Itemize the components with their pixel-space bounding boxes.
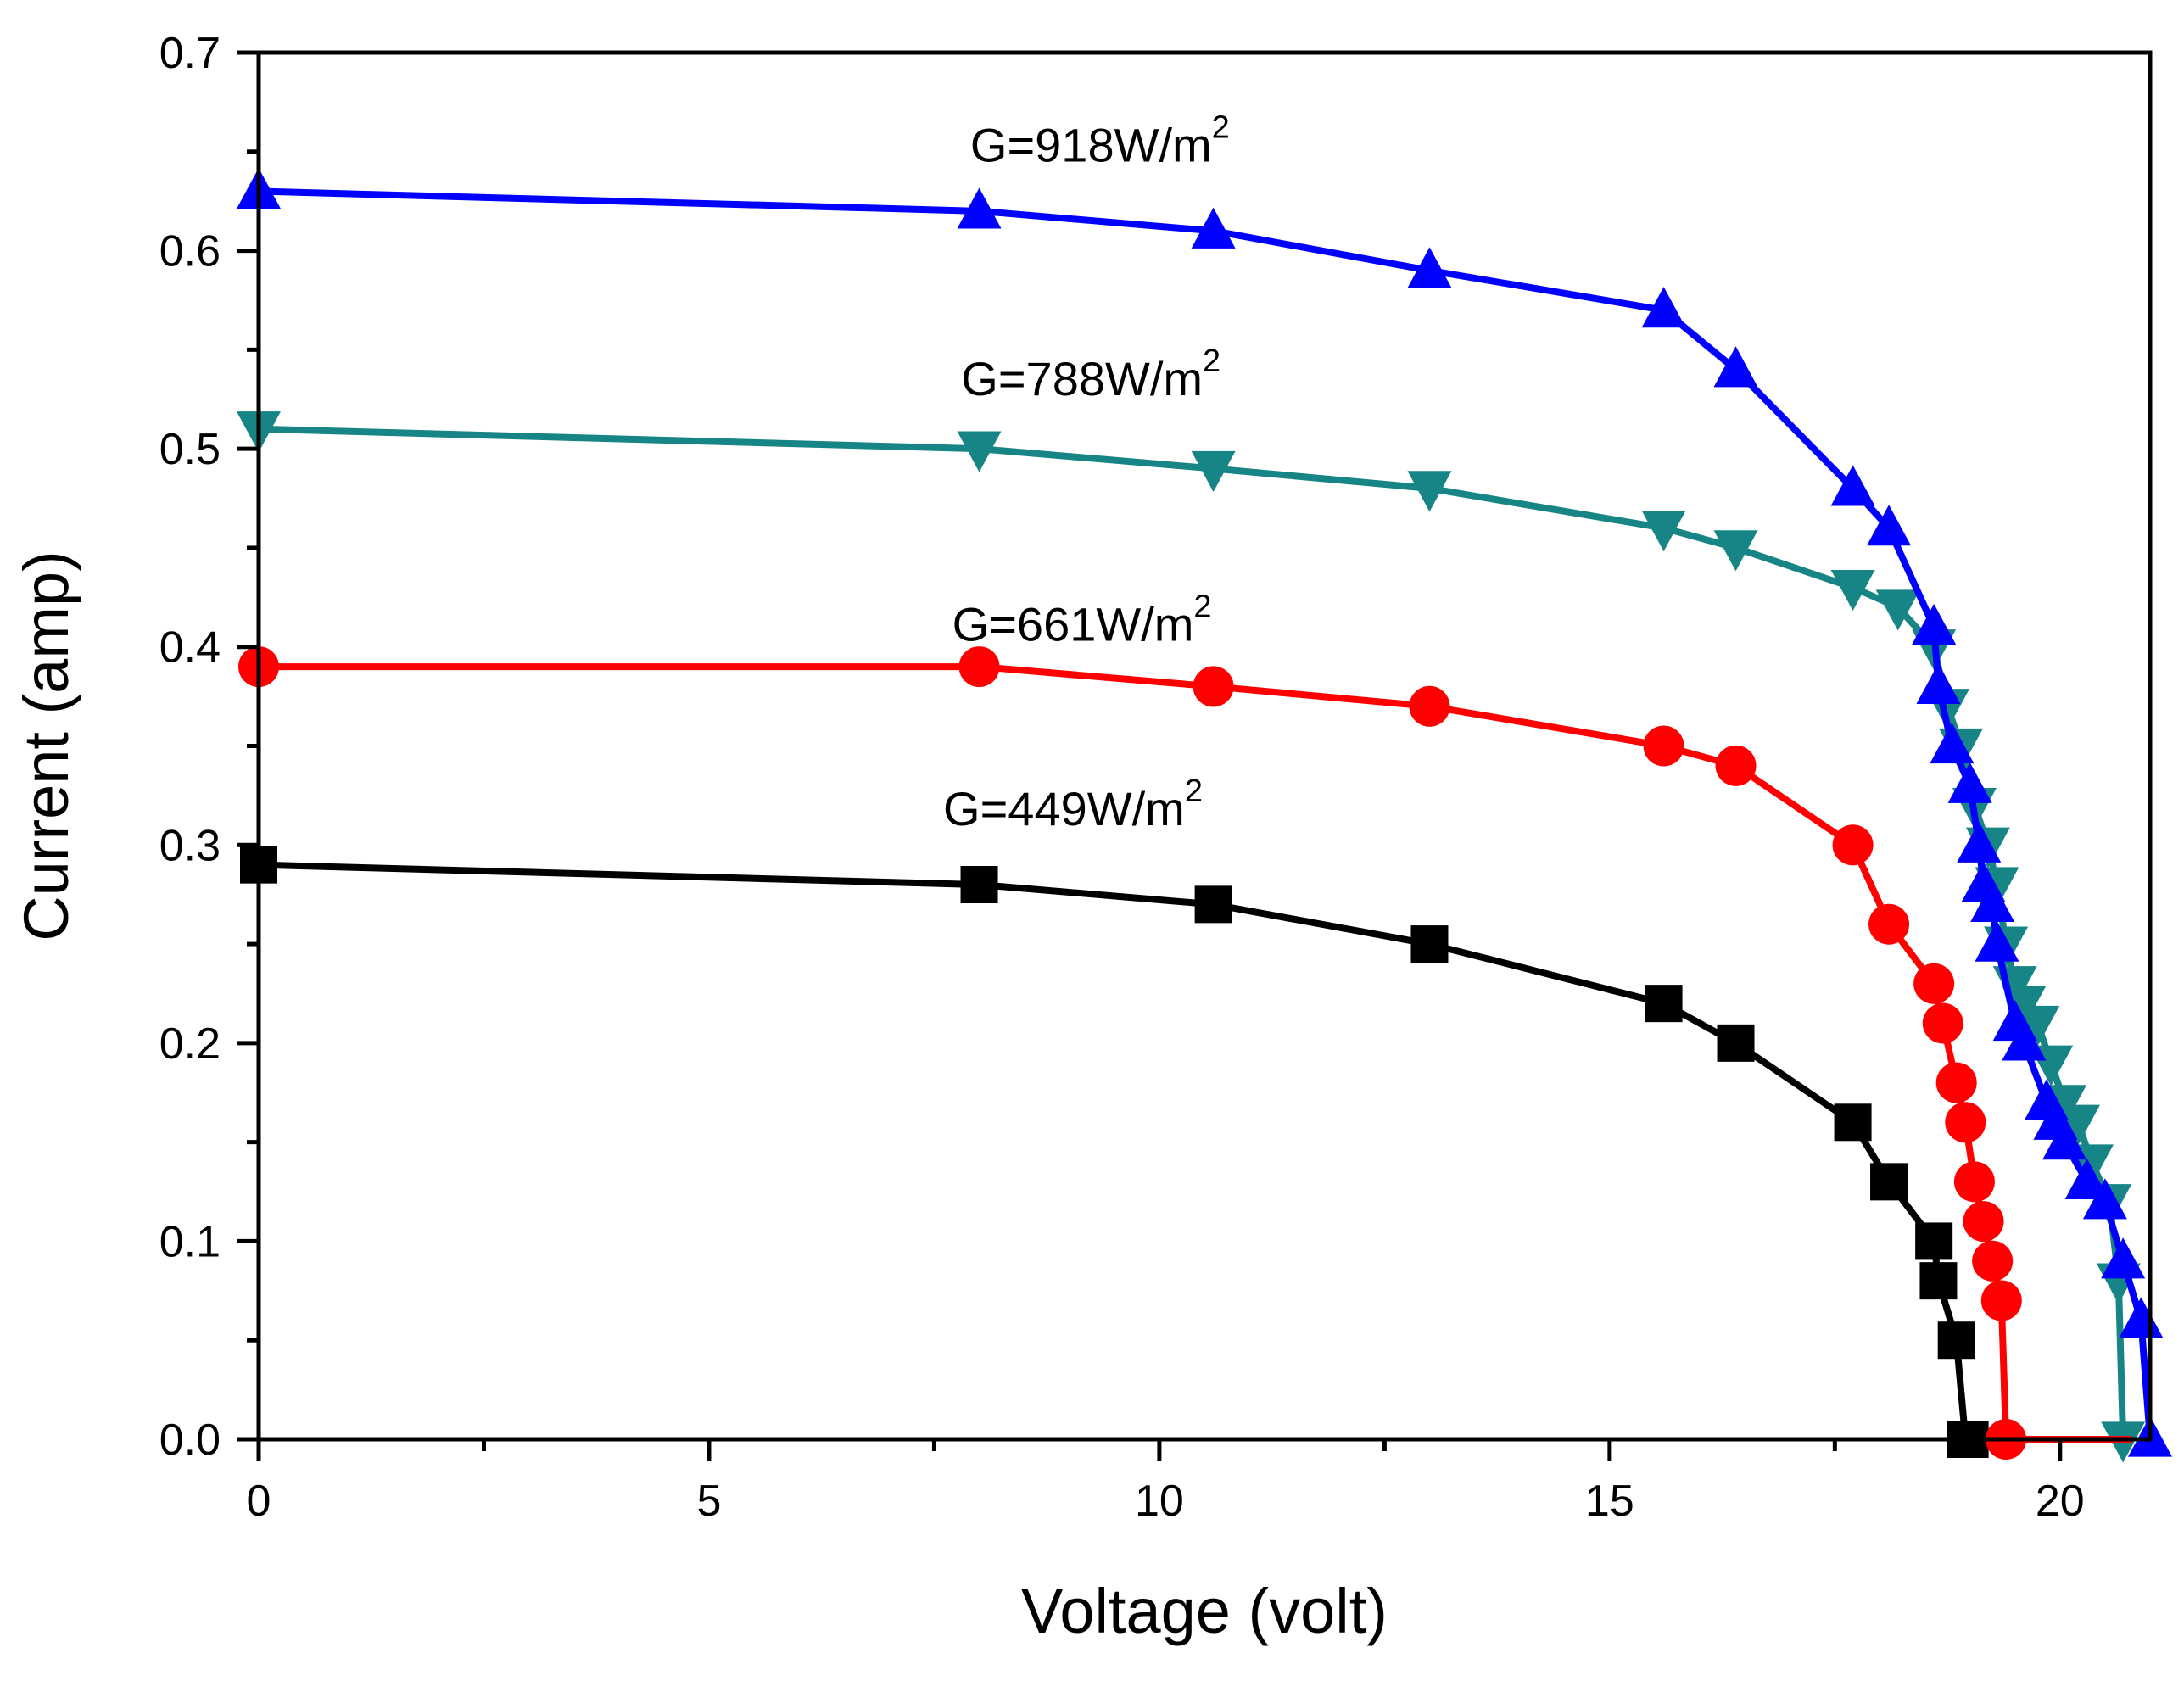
data-point-triangle-up [2042,1119,2087,1160]
data-point-triangle-up [1830,465,1875,506]
data-point-triangle-down [1875,589,1920,631]
x-tick-label: 15 [1585,1477,1634,1526]
y-tick-label: 0.2 [159,1019,221,1069]
data-point-triangle-down [1641,510,1686,552]
data-point-square [1645,985,1683,1023]
data-point-square [1834,1103,1872,1142]
series-label: G=788W/m2 [961,343,1220,405]
data-point-circle [958,646,1000,688]
data-point-circle [1963,1201,2004,1243]
series-label-superscript: 2 [1203,343,1220,379]
series-label-superscript: 2 [1193,589,1211,625]
x-axis-title: Voltage (volt) [1021,1576,1388,1646]
series-label-text: G=788W/m [961,352,1203,405]
y-tick-label: 0.5 [159,425,221,474]
data-point-circle [1980,1280,2022,1321]
series-label-text: G=918W/m [970,118,1212,171]
data-point-triangle-up [1912,603,1957,645]
x-tick-label: 10 [1135,1477,1184,1526]
data-point-triangle-up [1970,880,2015,922]
data-point-circle [1935,1062,1977,1103]
data-point-square [1919,1262,1958,1300]
x-tick-label: 5 [696,1477,721,1526]
data-point-triangle-down [1830,570,1875,612]
data-point-triangle-up [957,187,1002,229]
series-circle [238,646,2027,1460]
data-point-circle [1953,1161,1995,1203]
data-point-triangle-up [2002,1019,2047,1061]
data-point-circle [1868,903,1910,945]
data-point-square [1194,885,1232,924]
data-point-circle [1409,685,1450,727]
data-point-triangle-up [1975,920,2019,962]
data-point-triangle-down [1191,450,1236,492]
data-point-triangle-down [957,431,1002,472]
data-point-triangle-up [2101,1237,2146,1279]
y-tick-label: 0.6 [159,227,221,276]
axes-layer: 0 5 10 15 20 0.0 0.1 0.2 0.3 0.4 0.5 0.6 0.7 [159,29,2153,1526]
plot-frame [256,50,2153,1442]
data-point-triangle-up [2064,1158,2109,1199]
series-label-superscript: 2 [1185,773,1203,809]
series-triangle-down [237,411,2146,1463]
data-point-circle [1193,666,1234,707]
y-tick-label: 0.1 [159,1217,221,1266]
data-point-triangle-up [1191,207,1236,249]
y-tick-label: 0.7 [159,29,221,78]
y-tick-label: 0.4 [159,623,221,673]
data-point-triangle-up [2082,1178,2127,1220]
series-label: G=661W/m2 [952,589,1212,651]
data-point-square [1870,1163,1908,1201]
data-point-triangle-up [1957,821,2002,863]
data-point-triangle-up [1916,662,1961,705]
data-point-square [1410,925,1449,963]
data-point-triangle-down [1407,471,1452,512]
series-label-superscript: 2 [1212,109,1230,145]
data-point-triangle-down [2015,1005,2060,1047]
data-point-triangle-up [1641,287,1686,328]
labels-layer: G=918W/m2G=788W/m2G=661W/m2G=449W/m2 [943,109,1230,835]
data-point-square [960,866,998,903]
data-point-triangle-up [2119,1297,2164,1338]
data-point-circle [1922,1002,1963,1044]
data-point-square [1717,1024,1755,1062]
data-point-triangle-up [1407,247,1452,288]
data-point-square [1937,1321,1975,1360]
x-tick-label: 20 [2036,1477,2085,1526]
data-point-triangle-down [2056,1104,2101,1146]
series-label-text: G=661W/m [952,598,1194,651]
data-point-triangle-up [1947,762,1992,803]
series-label: G=449W/m2 [943,773,1203,835]
x-tick-label: 0 [247,1477,271,1526]
data-point-triangle-down [1713,530,1758,572]
data-point-circle [1643,725,1684,767]
data-point-triangle-up [1930,723,1975,764]
data-point-circle [1715,745,1757,786]
data-point-square [1915,1222,1953,1260]
data-point-circle [1945,1102,1986,1143]
y-tick-label: 0.3 [159,821,221,870]
data-point-circle [1913,963,1955,1004]
y-axis-title: Current (amp) [11,550,81,941]
series-label-text: G=449W/m [943,782,1185,835]
data-point-triangle-up [1713,346,1758,388]
data-point-triangle-up [1867,505,1912,546]
series-line [258,861,1970,1443]
series-square [240,846,1989,1458]
series-label: G=918W/m2 [970,109,1230,171]
data-point-circle [1972,1240,2014,1282]
y-tick-label: 0.0 [159,1416,221,1465]
data-point-circle [1832,824,1874,866]
series-triangle-up [237,168,2172,1457]
